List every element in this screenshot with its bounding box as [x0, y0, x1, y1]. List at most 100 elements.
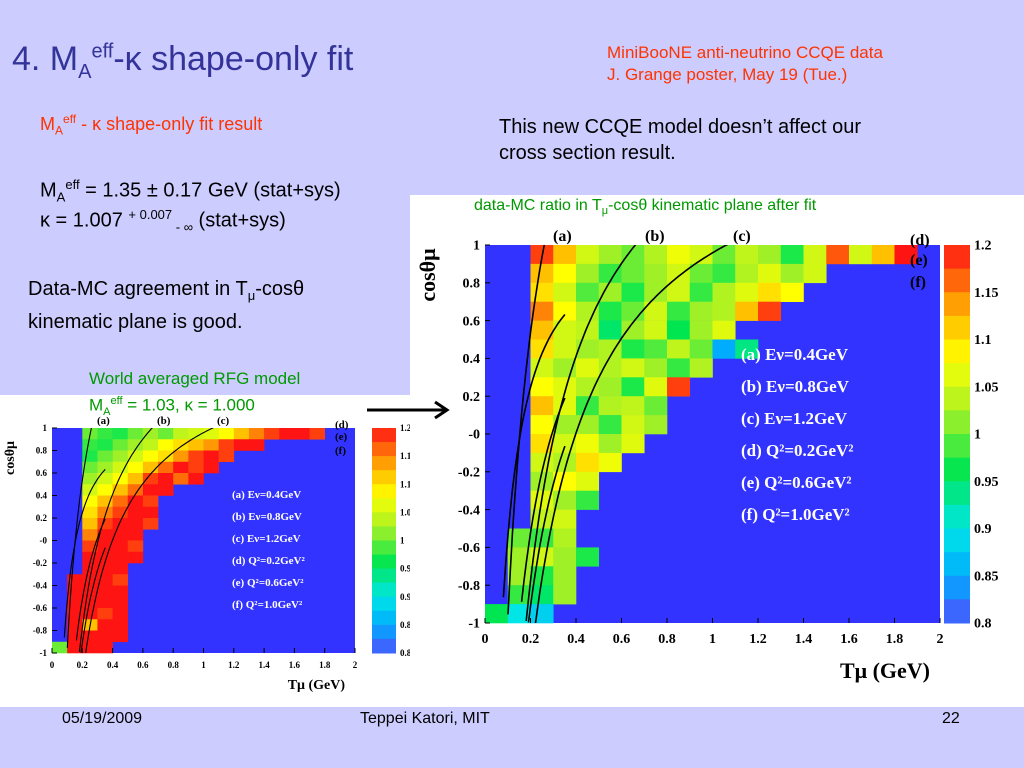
heatmap-cell — [780, 282, 804, 302]
kinematic-curve — [78, 428, 153, 652]
kinematic-curve — [66, 428, 92, 648]
x-tick-label: 1.4 — [258, 660, 270, 670]
heatmap-cell — [621, 358, 645, 378]
colorbar-tick-label: 1.05 — [400, 507, 410, 517]
x-axis-label: Tμ (GeV) — [840, 658, 930, 683]
heatmap-cell — [82, 563, 98, 575]
heatmap-cell — [667, 377, 691, 397]
kinematic-curve — [85, 428, 215, 653]
heatmap-cell — [553, 452, 577, 473]
heatmap-cell — [667, 245, 691, 265]
heatmap-cell — [82, 506, 98, 519]
y-tick-label: -0.8 — [33, 626, 48, 636]
heatmap-cell — [97, 473, 113, 485]
heatmap-cell — [598, 396, 622, 416]
heatmap-cell — [279, 428, 295, 440]
heatmap-cell — [97, 495, 113, 508]
heatmap-cell — [644, 301, 668, 321]
heatmap-cell — [97, 596, 113, 609]
heatmap-cell — [233, 439, 250, 451]
y-tick-label: 1 — [473, 239, 480, 254]
heatmap-cell — [689, 263, 713, 284]
kinematic-curve — [525, 245, 637, 622]
heatmap-cell — [112, 551, 129, 564]
heatmap-cell — [530, 301, 554, 321]
heatmap-cell — [598, 339, 622, 359]
y-tick-label: -0.6 — [33, 603, 48, 613]
heatmap-cell — [553, 547, 577, 567]
heatmap-cell — [82, 518, 98, 530]
heatmap-cell — [112, 461, 129, 474]
heatmap-cell — [82, 551, 98, 564]
colorbar-segment — [372, 582, 396, 598]
colorbar-segment — [944, 245, 970, 270]
curve-label: (f) — [335, 445, 346, 457]
heatmap-cell — [67, 574, 83, 586]
heatmap-cell — [849, 245, 873, 265]
x-tick-label: 0.4 — [107, 660, 119, 670]
heatmap-cell — [598, 434, 622, 454]
curve-label: (c) — [733, 228, 751, 245]
heatmap-cell — [553, 377, 577, 397]
heatmap-cell — [735, 339, 759, 359]
heatmap-cell — [644, 415, 668, 435]
heatmap-cell — [67, 596, 83, 609]
colorbar-segment — [944, 410, 970, 435]
heatmap-cell — [97, 484, 113, 496]
heatmap-cell — [112, 484, 129, 496]
heatmap-cell — [309, 428, 325, 440]
heatmap-cell — [507, 585, 531, 605]
heatmap-cell — [67, 608, 83, 620]
heatmap-cell — [127, 439, 144, 451]
heatmap-cell — [553, 301, 577, 321]
heatmap-cell — [530, 320, 554, 340]
curve-label: (d) — [910, 232, 930, 249]
y-tick-label: -0 — [40, 536, 48, 546]
heatmap-cell — [576, 377, 600, 397]
heatmap-cell — [553, 509, 577, 529]
heatmap-cell — [97, 563, 113, 575]
y-tick-label: 0.4 — [463, 352, 481, 367]
heatmap-cell — [712, 301, 736, 321]
heatmap-cell — [507, 566, 531, 586]
heatmap-cell — [67, 630, 83, 643]
heatmap-cell — [598, 282, 622, 302]
heatmap-cell — [173, 439, 189, 451]
footer-page-number: 22 — [942, 710, 960, 727]
colorbar-segment — [944, 599, 970, 624]
colorbar-segment — [372, 526, 396, 541]
heatmap-cell — [576, 452, 600, 473]
kinematic-curve — [63, 469, 106, 638]
heatmap-cell — [621, 434, 645, 454]
heatmap-cell — [576, 320, 600, 340]
curve-label: (a) — [553, 228, 572, 245]
heatmap-cell — [667, 358, 691, 378]
heatmap-cell — [712, 263, 736, 284]
heatmap-cell — [82, 450, 98, 463]
x-tick-label: 1.8 — [886, 632, 904, 647]
curve-label: (c) — [217, 415, 230, 427]
heatmap-cell — [112, 529, 129, 541]
ma-result-line: MAeff = 1.35 ± 0.17 GeV (stat+sys) — [40, 177, 341, 205]
heatmap-cell — [142, 473, 159, 485]
x-tick-label: 1.2 — [228, 660, 240, 670]
heatmap-cell — [530, 282, 554, 302]
colorbar-segment — [372, 540, 396, 556]
data-source-line1: MiniBooNE anti-neutrino CCQE data — [607, 43, 883, 62]
legend-entry: (d) Q²=0.2GeV² — [741, 441, 853, 460]
heatmap-cell — [644, 339, 668, 359]
heatmap-cell — [621, 263, 645, 284]
heatmap-cell — [598, 415, 622, 435]
heatmap-cell — [127, 473, 144, 485]
colorbar-segment — [372, 428, 396, 443]
y-tick-label: -0.4 — [33, 581, 48, 591]
heatmap-cell — [142, 495, 159, 508]
heatmap-cell — [758, 282, 782, 302]
heatmap-cell — [530, 604, 554, 624]
heatmap-cell — [173, 428, 189, 440]
footer-author: Teppei Katori, MIT — [360, 710, 490, 727]
heatmap-cell — [158, 473, 174, 485]
heatmap-cell — [667, 263, 691, 284]
heatmap-cell — [485, 604, 509, 624]
colorbar-tick-label: 0.95 — [974, 475, 999, 490]
